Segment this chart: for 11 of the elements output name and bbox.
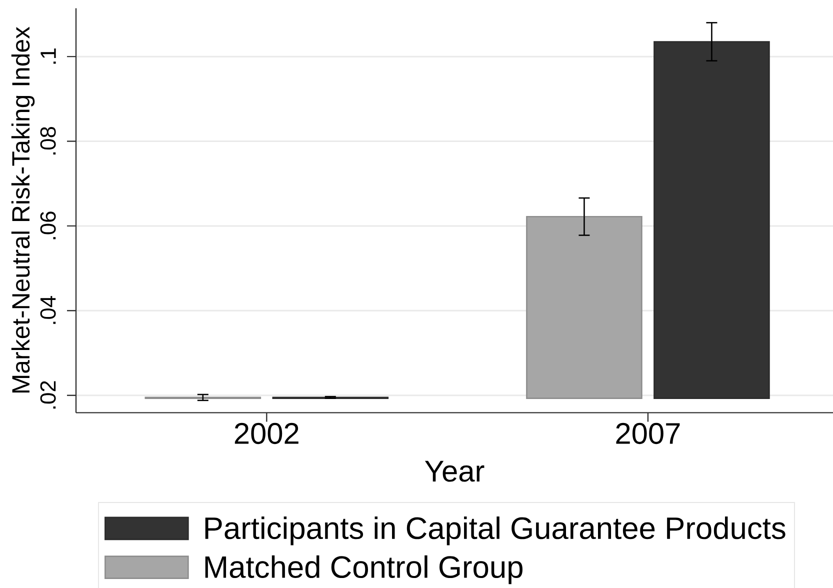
legend-label: Participants in Capital Guarantee Products [205, 516, 786, 546]
x-axis-title: Year [424, 460, 484, 482]
y-tick-label: .08 [40, 126, 56, 154]
x-tick-label: 2002 [234, 422, 298, 444]
x-tick-label: 2007 [616, 422, 680, 444]
legend-label: Matched Control Group [205, 555, 522, 584]
y-axis-title: Market-Neutral Risk-Taking Index [11, 26, 35, 393]
y-tick-label: .1 [40, 48, 56, 64]
y-tick-label: .02 [40, 381, 56, 409]
y-tick-label: .04 [40, 296, 56, 324]
y-tick-label: .06 [40, 212, 56, 240]
